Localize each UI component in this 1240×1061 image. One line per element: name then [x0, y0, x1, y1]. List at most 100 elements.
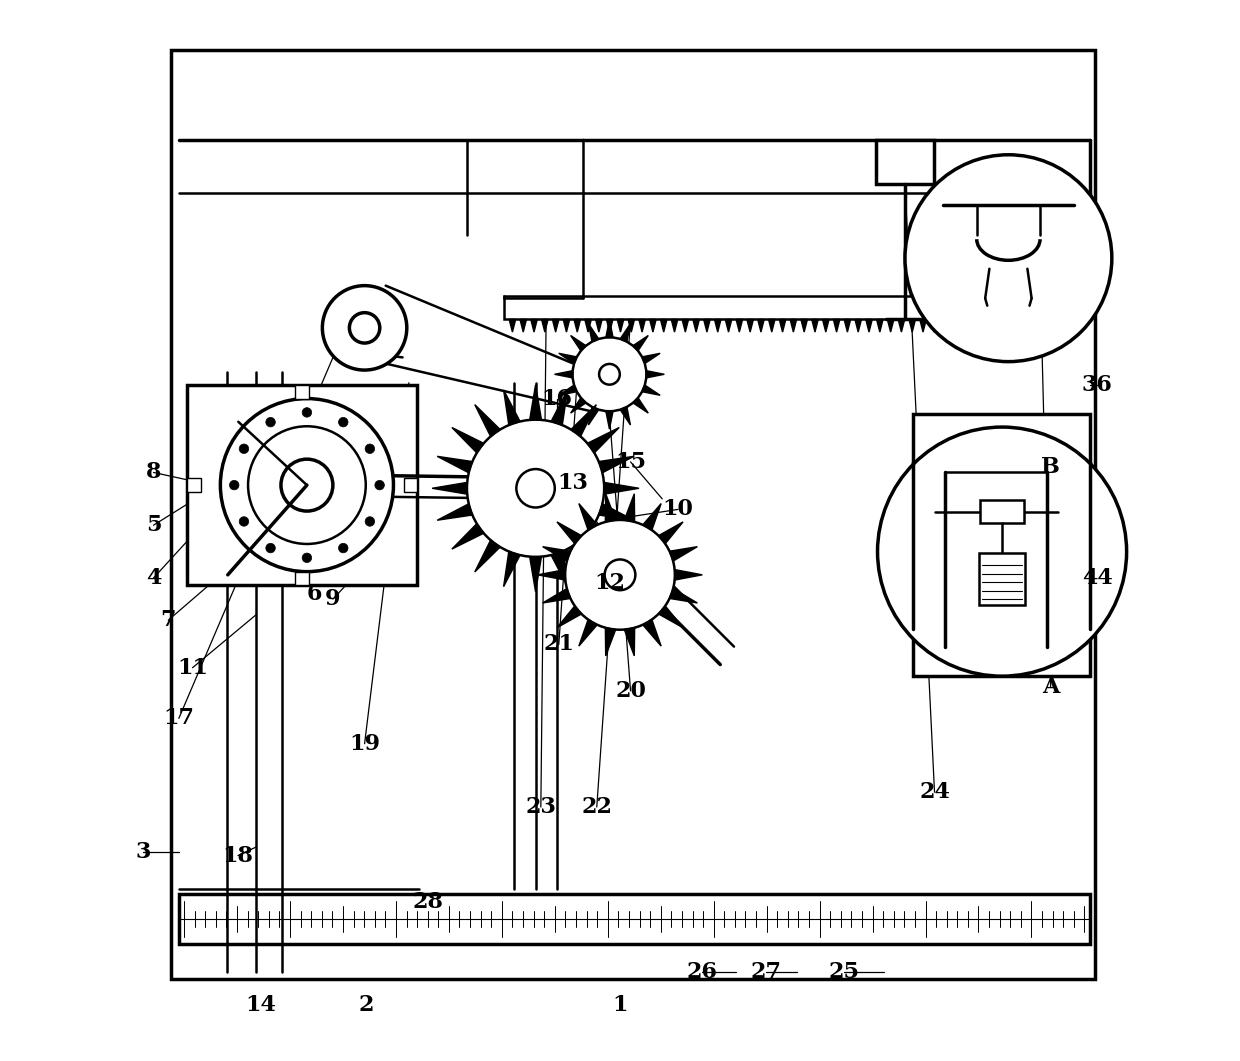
- Bar: [875, 140, 934, 185]
- Polygon shape: [854, 319, 862, 332]
- Polygon shape: [642, 620, 661, 646]
- Circle shape: [248, 427, 366, 544]
- Polygon shape: [658, 606, 683, 628]
- Polygon shape: [737, 319, 743, 332]
- Text: A: A: [1042, 676, 1059, 698]
- Text: B: B: [1042, 456, 1060, 479]
- Circle shape: [221, 399, 393, 572]
- Polygon shape: [574, 319, 580, 332]
- Polygon shape: [552, 319, 559, 332]
- Polygon shape: [866, 319, 872, 332]
- Circle shape: [339, 543, 348, 553]
- Text: 1: 1: [613, 994, 627, 1016]
- Polygon shape: [675, 570, 702, 580]
- Polygon shape: [877, 319, 883, 332]
- Bar: [187, 479, 201, 492]
- Polygon shape: [646, 370, 665, 378]
- Polygon shape: [570, 335, 587, 351]
- Circle shape: [605, 559, 635, 590]
- Polygon shape: [779, 319, 786, 332]
- Text: 6: 6: [306, 582, 321, 605]
- Bar: [980, 500, 1024, 523]
- Polygon shape: [833, 319, 839, 332]
- Polygon shape: [599, 504, 634, 520]
- Polygon shape: [529, 385, 542, 420]
- Polygon shape: [941, 319, 947, 332]
- Bar: [978, 553, 1025, 606]
- Circle shape: [339, 417, 348, 427]
- Circle shape: [599, 364, 620, 385]
- Circle shape: [229, 481, 239, 490]
- Polygon shape: [714, 319, 720, 332]
- Polygon shape: [661, 319, 667, 332]
- Circle shape: [365, 443, 374, 453]
- Polygon shape: [909, 319, 915, 332]
- Polygon shape: [589, 406, 599, 425]
- Polygon shape: [542, 319, 548, 332]
- Text: 9: 9: [325, 588, 341, 610]
- Polygon shape: [510, 319, 516, 332]
- Polygon shape: [671, 319, 678, 332]
- Circle shape: [350, 313, 379, 343]
- Bar: [295, 385, 309, 399]
- Polygon shape: [801, 319, 807, 332]
- Text: 24: 24: [919, 781, 950, 803]
- Polygon shape: [703, 319, 711, 332]
- Text: 22: 22: [582, 796, 613, 818]
- Polygon shape: [451, 428, 484, 453]
- Polygon shape: [570, 404, 596, 436]
- Circle shape: [239, 517, 249, 526]
- Text: 8: 8: [146, 462, 161, 484]
- Polygon shape: [520, 319, 527, 332]
- Polygon shape: [620, 406, 630, 425]
- Polygon shape: [538, 570, 565, 580]
- Polygon shape: [624, 493, 635, 522]
- Text: 26: 26: [687, 960, 718, 982]
- Text: 16: 16: [541, 387, 572, 410]
- Polygon shape: [579, 620, 598, 646]
- Polygon shape: [790, 319, 796, 332]
- Circle shape: [878, 428, 1127, 676]
- Text: 13: 13: [557, 472, 588, 494]
- Circle shape: [303, 407, 311, 417]
- Bar: [404, 479, 418, 492]
- Polygon shape: [670, 589, 697, 603]
- Polygon shape: [605, 493, 616, 522]
- Polygon shape: [618, 319, 624, 332]
- Text: 20: 20: [615, 680, 646, 702]
- Text: 21: 21: [543, 633, 574, 656]
- Polygon shape: [639, 319, 645, 332]
- Polygon shape: [822, 319, 830, 332]
- Polygon shape: [642, 385, 660, 396]
- Polygon shape: [551, 389, 568, 425]
- Polygon shape: [812, 319, 818, 332]
- Text: 25: 25: [828, 960, 859, 982]
- Polygon shape: [570, 398, 587, 413]
- Polygon shape: [898, 319, 905, 332]
- Polygon shape: [604, 483, 639, 494]
- Text: 5: 5: [146, 515, 161, 536]
- Text: 3: 3: [135, 841, 150, 864]
- Polygon shape: [585, 319, 591, 332]
- Polygon shape: [543, 589, 570, 603]
- Circle shape: [322, 285, 407, 370]
- Text: 12: 12: [594, 572, 625, 594]
- Polygon shape: [543, 546, 570, 561]
- Text: 19: 19: [350, 733, 381, 754]
- Polygon shape: [758, 319, 764, 332]
- Polygon shape: [670, 546, 697, 561]
- Circle shape: [374, 481, 384, 490]
- Text: 7: 7: [160, 609, 176, 631]
- Polygon shape: [438, 504, 472, 520]
- Text: 17: 17: [164, 708, 195, 729]
- Polygon shape: [588, 524, 619, 550]
- Circle shape: [281, 459, 332, 511]
- Text: 2: 2: [358, 994, 374, 1016]
- Polygon shape: [650, 319, 656, 332]
- Polygon shape: [605, 628, 616, 656]
- Text: 11: 11: [177, 657, 208, 679]
- Polygon shape: [632, 398, 649, 413]
- Bar: [914, 415, 1090, 676]
- Circle shape: [239, 443, 249, 453]
- Circle shape: [905, 155, 1112, 362]
